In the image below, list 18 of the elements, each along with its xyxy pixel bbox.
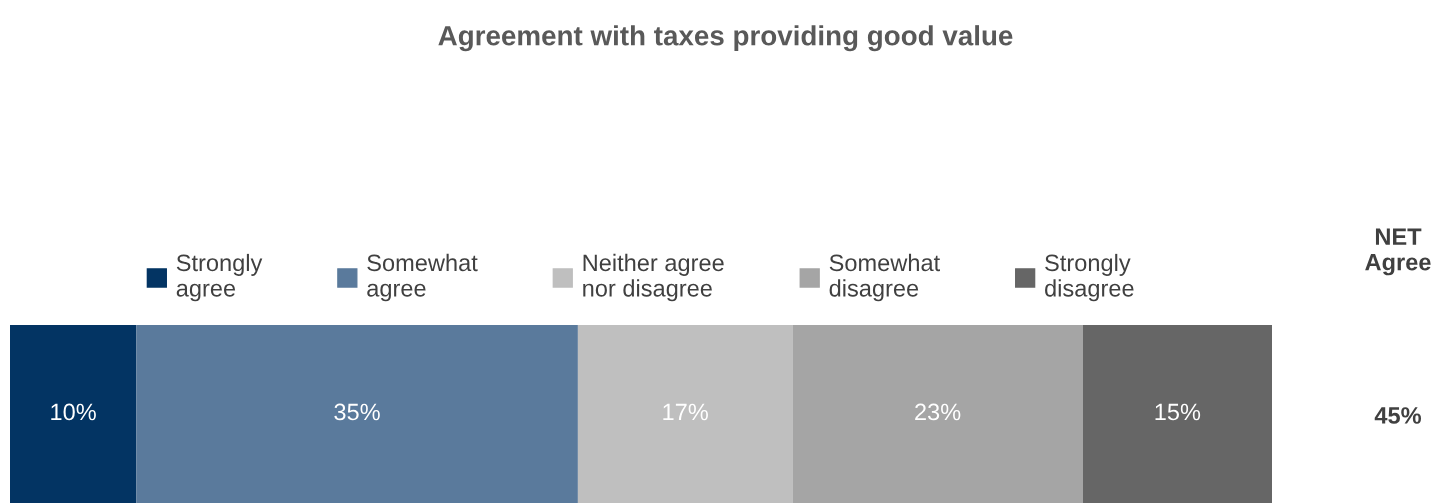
legend-label: Strongly agree	[176, 253, 263, 302]
bar	[1082, 325, 1272, 503]
text: 45%	[1374, 407, 1422, 424]
legend-label: Somewhat agree	[367, 253, 478, 302]
legend-label: Neither agree nor disagree	[583, 253, 724, 302]
text: NET Agree	[1365, 228, 1431, 276]
data-label: 15%	[1155, 403, 1201, 421]
legend-label: Strongly disagree	[1045, 253, 1134, 302]
bar	[792, 325, 1083, 503]
data-label: 23%	[915, 403, 961, 421]
bar	[10, 325, 137, 503]
data-label: 35%	[334, 403, 380, 421]
legend-label: Somewhat disagree	[829, 253, 940, 302]
bar	[577, 325, 793, 503]
data-label: 10%	[51, 403, 96, 421]
data-label: 17%	[663, 403, 708, 421]
bar	[136, 325, 578, 503]
chart-title: Agreement with taxes providing good value	[438, 25, 1013, 52]
